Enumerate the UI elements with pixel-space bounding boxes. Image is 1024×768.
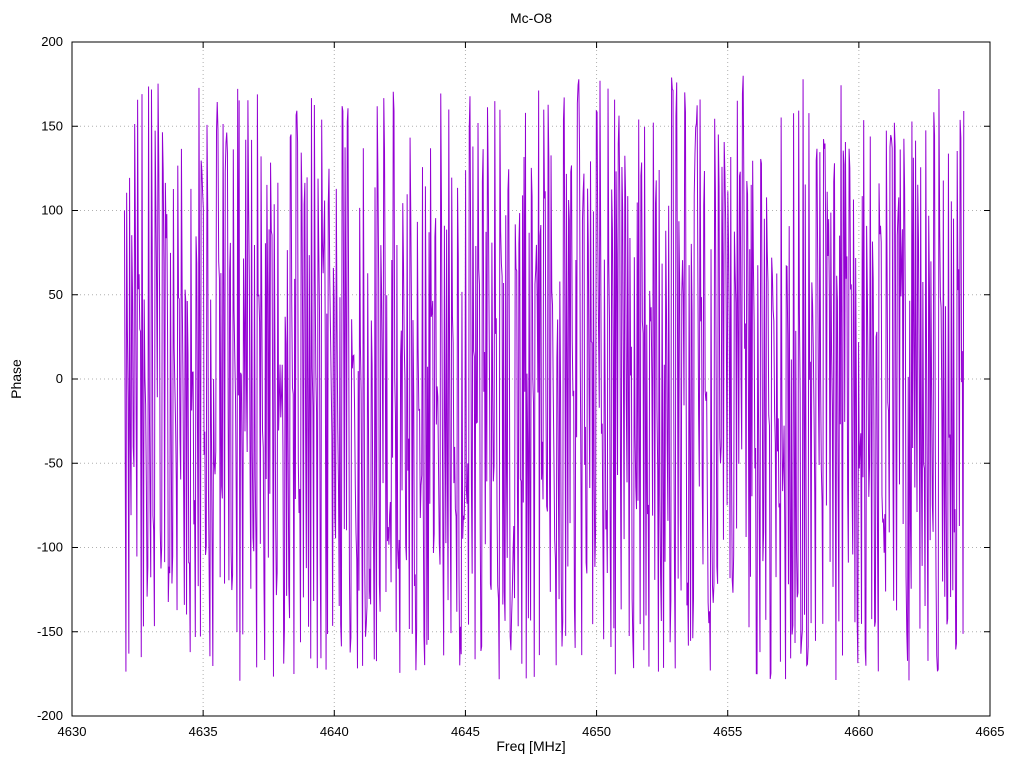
y-tick-label: 100 <box>41 203 63 218</box>
y-tick-label: -200 <box>37 708 63 723</box>
x-tick-label: 4650 <box>582 724 611 739</box>
phase-trace <box>123 75 965 681</box>
y-tick-label: -150 <box>37 624 63 639</box>
x-tick-label: 4655 <box>713 724 742 739</box>
y-tick-label: -100 <box>37 540 63 555</box>
y-tick-label: 150 <box>41 118 63 133</box>
y-tick-label: 200 <box>41 34 63 49</box>
x-tick-label: 4665 <box>976 724 1005 739</box>
y-tick-label: 50 <box>49 287 63 302</box>
x-axis-label: Freq [MHz] <box>496 738 566 754</box>
x-tick-label: 4630 <box>58 724 87 739</box>
x-tick-label: 4645 <box>451 724 480 739</box>
chart-title: Mc-O8 <box>510 10 552 26</box>
y-tick-label: 0 <box>56 371 63 386</box>
x-tick-label: 4635 <box>189 724 218 739</box>
x-tick-label: 4640 <box>320 724 349 739</box>
y-tick-label: -50 <box>44 455 63 470</box>
x-tick-label: 4660 <box>844 724 873 739</box>
